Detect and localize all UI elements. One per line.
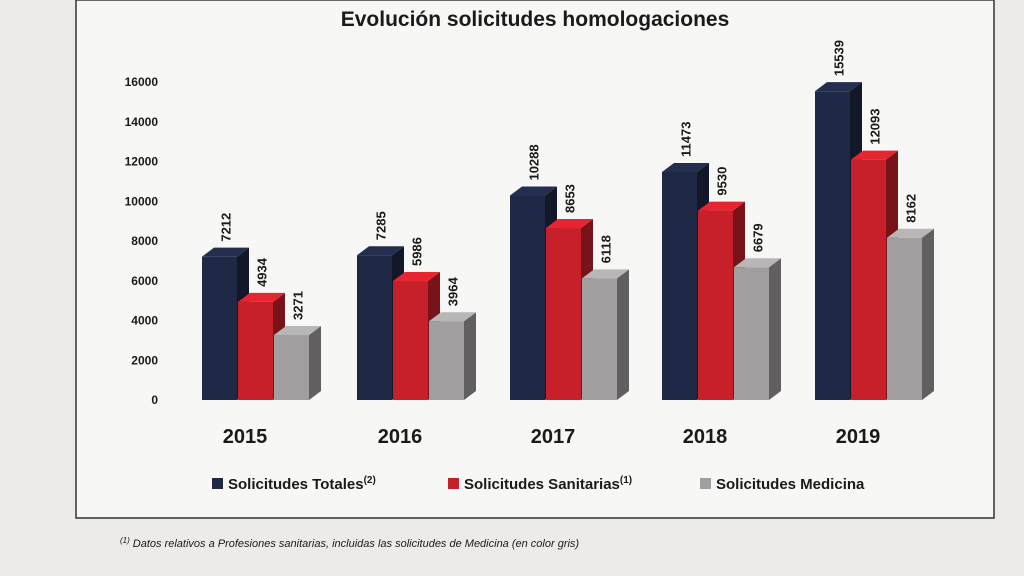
bar bbox=[662, 171, 697, 400]
bar bbox=[582, 278, 617, 400]
y-tick-label: 4000 bbox=[131, 314, 158, 328]
legend-note: (2) bbox=[364, 475, 376, 486]
value-label: 15539 bbox=[832, 40, 847, 76]
legend-entry: Solicitudes Totales(2) bbox=[228, 475, 376, 493]
bar-top bbox=[698, 201, 745, 211]
value-label: 8162 bbox=[904, 194, 919, 223]
y-tick-label: 8000 bbox=[131, 234, 158, 248]
legend-swatch bbox=[212, 478, 223, 489]
bar-top bbox=[851, 150, 898, 160]
bar bbox=[887, 237, 922, 400]
bar bbox=[510, 195, 545, 400]
y-tick-label: 2000 bbox=[131, 353, 158, 367]
value-label: 6679 bbox=[751, 223, 766, 252]
y-tick-label: 10000 bbox=[125, 194, 159, 208]
bar-top bbox=[582, 269, 629, 279]
bar-top bbox=[662, 162, 709, 172]
value-label: 12093 bbox=[868, 108, 883, 144]
bar-top bbox=[357, 246, 404, 256]
value-label: 10288 bbox=[527, 144, 542, 180]
footnote-text: Datos relativos a Profesiones sanitarias… bbox=[133, 538, 580, 550]
value-label: 7285 bbox=[374, 211, 389, 240]
bar bbox=[357, 255, 392, 400]
bar bbox=[202, 256, 237, 400]
bar-top bbox=[393, 272, 440, 282]
bar bbox=[734, 267, 769, 400]
x-tick-label: 2018 bbox=[683, 426, 728, 448]
y-tick-label: 6000 bbox=[131, 274, 158, 288]
bar-side bbox=[769, 258, 781, 400]
bar-top bbox=[887, 228, 934, 238]
x-tick-label: 2016 bbox=[378, 426, 423, 448]
value-label: 7212 bbox=[219, 213, 234, 242]
bar-top bbox=[429, 312, 476, 322]
legend-label: Solicitudes Medicina bbox=[716, 476, 865, 493]
value-label: 4934 bbox=[255, 257, 270, 287]
bar-side bbox=[922, 228, 934, 400]
legend-label: Solicitudes Sanitarias bbox=[464, 476, 620, 493]
value-label: 3271 bbox=[291, 291, 306, 320]
chart-title: Evolución solicitudes homologaciones bbox=[341, 8, 730, 31]
y-tick-label: 14000 bbox=[125, 115, 159, 129]
bar bbox=[851, 159, 886, 400]
x-tick-label: 2017 bbox=[531, 426, 576, 448]
value-label: 9530 bbox=[715, 167, 730, 196]
bar-top bbox=[510, 186, 557, 196]
bar bbox=[815, 91, 850, 400]
bar bbox=[546, 228, 581, 400]
bar-side bbox=[309, 325, 321, 400]
bar bbox=[274, 334, 309, 400]
value-label: 6118 bbox=[599, 235, 614, 263]
value-label: 5986 bbox=[410, 237, 425, 266]
x-tick-label: 2015 bbox=[223, 426, 268, 448]
y-tick-label: 0 bbox=[151, 393, 158, 407]
bar bbox=[429, 321, 464, 400]
value-label: 11473 bbox=[679, 122, 694, 157]
legend-entry: Solicitudes Medicina bbox=[716, 476, 865, 493]
bar-top bbox=[238, 292, 285, 302]
bar-top bbox=[734, 258, 781, 268]
bar bbox=[698, 210, 733, 400]
bar bbox=[238, 301, 273, 400]
bar bbox=[393, 281, 428, 400]
bar-side bbox=[617, 269, 629, 400]
legend-note: (1) bbox=[620, 475, 632, 486]
x-tick-label: 2019 bbox=[836, 426, 881, 448]
bar-top bbox=[546, 219, 593, 229]
bar-top bbox=[815, 82, 862, 92]
y-tick-label: 12000 bbox=[125, 155, 159, 169]
legend-swatch bbox=[448, 478, 459, 489]
bar-top bbox=[274, 325, 321, 335]
value-label: 8653 bbox=[563, 184, 578, 213]
footnote-mark: (1) bbox=[120, 536, 130, 545]
legend-swatch bbox=[700, 478, 711, 489]
bar-top bbox=[202, 247, 249, 257]
legend-label: Solicitudes Totales bbox=[228, 476, 364, 493]
footnote: (1) Datos relativos a Profesiones sanitar… bbox=[120, 536, 579, 550]
bar-side bbox=[464, 312, 476, 400]
y-tick-label: 16000 bbox=[125, 75, 159, 89]
value-label: 3964 bbox=[446, 277, 461, 307]
legend-entry: Solicitudes Sanitarias(1) bbox=[464, 475, 632, 493]
